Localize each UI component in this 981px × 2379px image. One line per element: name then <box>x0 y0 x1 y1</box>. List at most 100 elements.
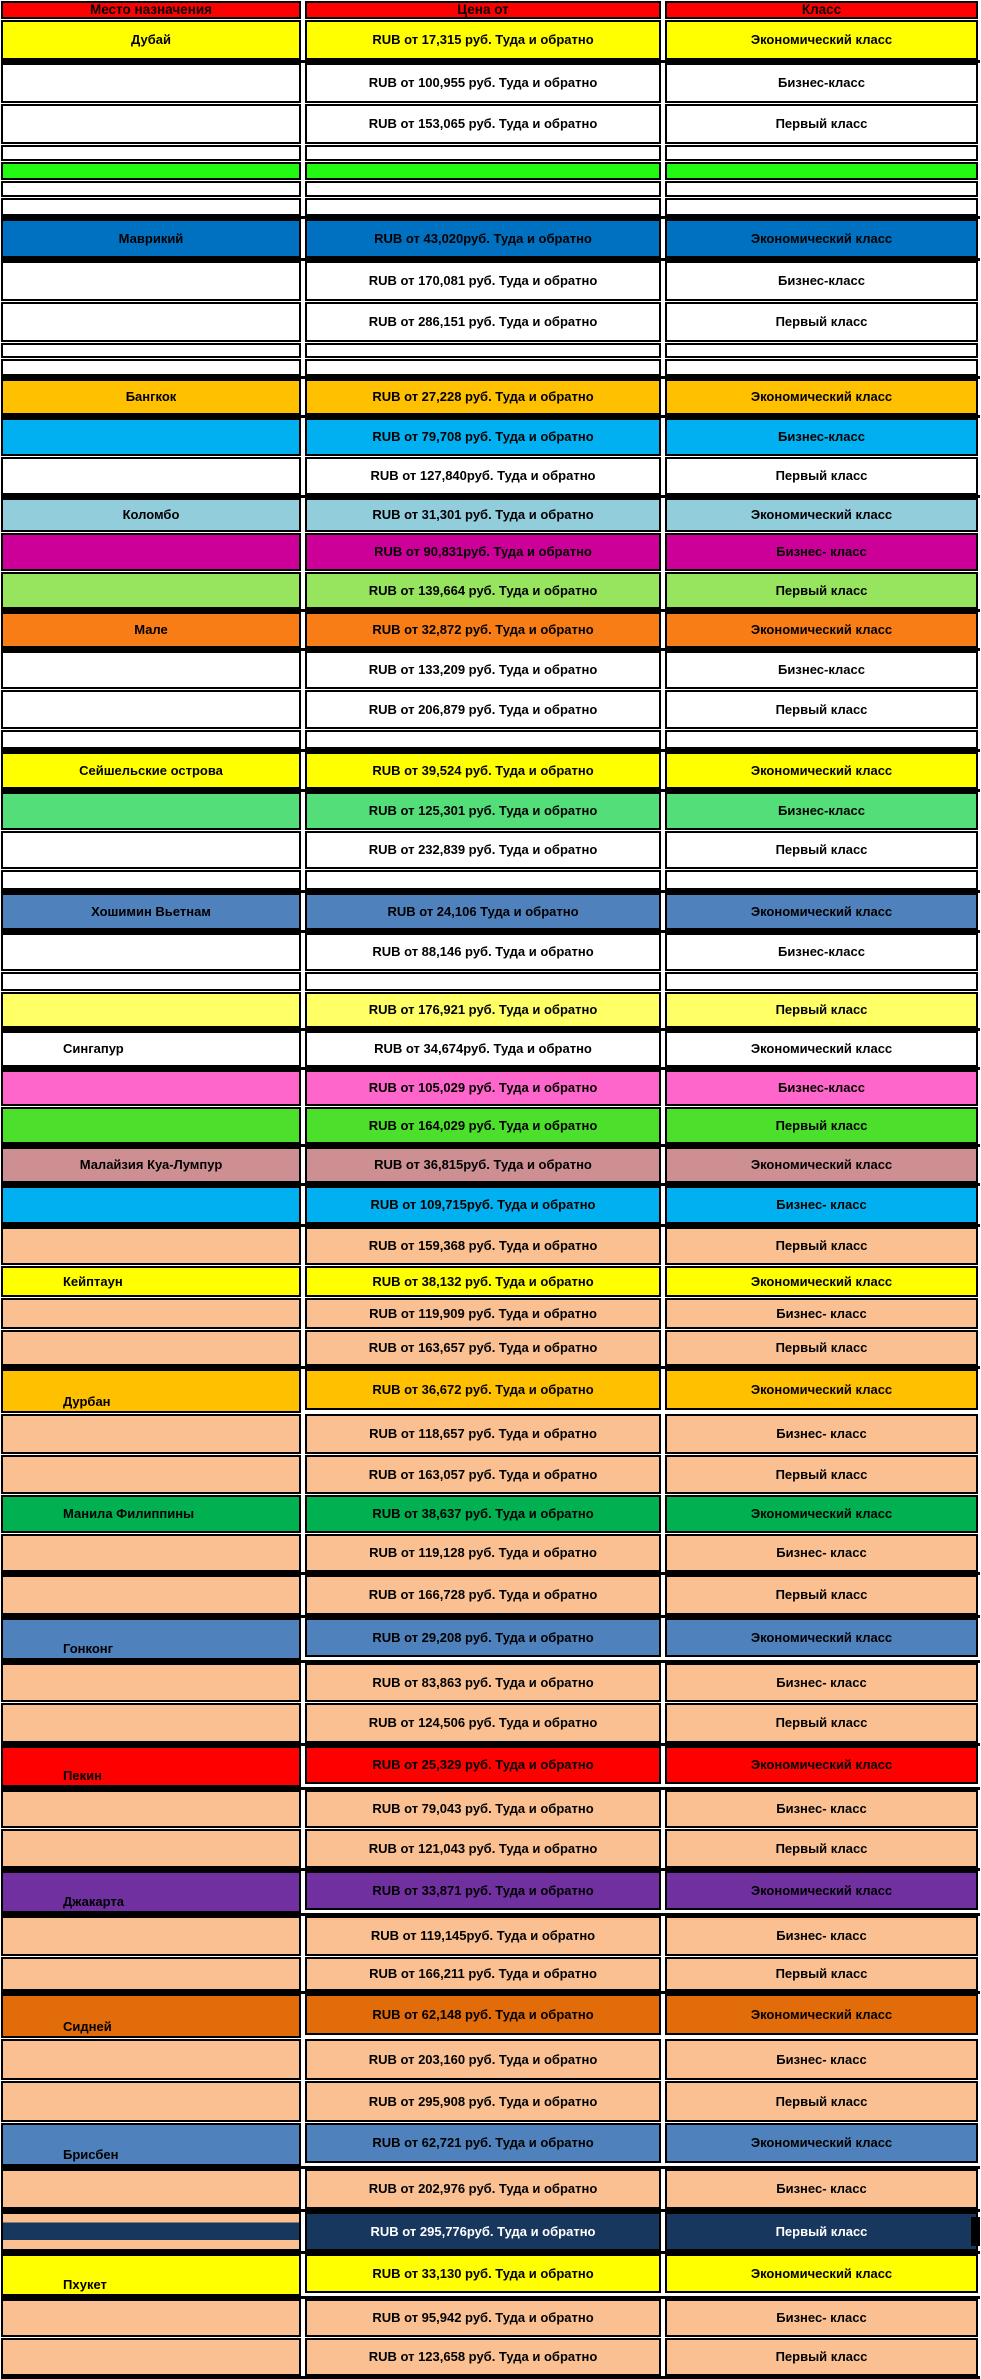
cell-price[interactable]: RUB от 118,657 руб. Туда и обратно <box>305 1414 661 1455</box>
cell-price[interactable] <box>305 730 661 750</box>
cell-price[interactable]: RUB от 139,664 руб. Туда и обратно <box>305 572 661 610</box>
cell-price[interactable]: RUB от 39,524 руб. Туда и обратно <box>305 752 661 790</box>
cell-price[interactable]: RUB от 24,106 Туда и обратно <box>305 893 661 931</box>
cell-destination[interactable] <box>1 2338 301 2377</box>
cell-class[interactable]: Бизнес-класс <box>665 651 978 690</box>
cell-class[interactable]: Первый класс <box>665 1575 978 1616</box>
cell-class[interactable]: Первый класс <box>665 104 978 145</box>
cell-price[interactable]: RUB от 206,879 руб. Туда и обратно <box>305 690 661 730</box>
cell-price[interactable]: RUB от 164,029 руб. Туда и обратно <box>305 1107 661 1145</box>
cell-price[interactable]: RUB от 119,128 руб. Туда и обратно <box>305 1534 661 1573</box>
cell-destination[interactable] <box>1 572 301 610</box>
cell-class[interactable]: Первый класс <box>665 302 978 343</box>
cell-price[interactable]: RUB от 31,301 руб. Туда и обратно <box>305 498 661 533</box>
cell-destination[interactable]: Брисбен <box>1 2123 301 2167</box>
cell-class[interactable] <box>665 972 978 992</box>
cell-price[interactable] <box>305 145 661 162</box>
cell-destination[interactable] <box>1 1790 301 1829</box>
cell-class[interactable]: Первый класс <box>665 1227 978 1266</box>
cell-destination[interactable]: Бангкок <box>1 379 301 416</box>
cell-price[interactable]: RUB от 124,506 руб. Туда и обратно <box>305 1703 661 1744</box>
cell-destination[interactable] <box>1 1070 301 1107</box>
cell-class[interactable] <box>665 870 978 891</box>
cell-price[interactable]: RUB от 119,145руб. Туда и обратно <box>305 1916 661 1957</box>
cell-destination[interactable]: Пекин <box>1 1746 301 1788</box>
cell-class[interactable]: Экономический класс <box>665 219 978 259</box>
cell-price[interactable]: RUB от 163,057 руб. Туда и обратно <box>305 1455 661 1495</box>
cell-price[interactable]: RUB от 38,637 руб. Туда и обратно <box>305 1495 661 1534</box>
cell-class[interactable]: Бизнес-класс <box>665 63 978 104</box>
cell-price[interactable]: RUB от 119,909 руб. Туда и обратно <box>305 1298 661 1330</box>
cell-destination[interactable]: Дубай <box>1 20 301 61</box>
cell-destination[interactable] <box>1 1829 301 1869</box>
cell-class[interactable]: Первый класс <box>665 572 978 610</box>
cell-destination[interactable] <box>1 1330 301 1367</box>
cell-class[interactable] <box>665 181 978 198</box>
cell-destination[interactable] <box>1 1916 301 1957</box>
cell-class[interactable]: Первый класс <box>665 1703 978 1744</box>
cell-price[interactable]: RUB от 202,976 руб. Туда и обратно <box>305 2169 661 2210</box>
cell-price[interactable] <box>305 198 661 217</box>
cell-destination[interactable] <box>1 302 301 343</box>
cell-class[interactable]: Бизнес- класс <box>665 1186 978 1225</box>
cell-price[interactable]: RUB от 295,908 руб. Туда и обратно <box>305 2081 661 2123</box>
cell-price[interactable]: RUB от 121,043 руб. Туда и обратно <box>305 1829 661 1869</box>
cell-class[interactable]: Бизнес- класс <box>665 1663 978 1703</box>
cell-class[interactable]: Бизнес-класс <box>665 933 978 972</box>
cell-price[interactable]: RUB от 90,831руб. Туда и обратно <box>305 533 661 572</box>
cell-destination[interactable] <box>1 418 301 457</box>
cell-destination[interactable] <box>1 1298 301 1330</box>
cell-price[interactable]: RUB от 159,368 руб. Туда и обратно <box>305 1227 661 1266</box>
cell-price[interactable]: RUB от 79,043 руб. Туда и обратно <box>305 1790 661 1829</box>
cell-class[interactable]: Бизнес-класс <box>665 1070 978 1107</box>
cell-class[interactable]: Бизнес- класс <box>665 2039 978 2081</box>
cell-class[interactable] <box>665 359 978 377</box>
cell-destination[interactable] <box>1 992 301 1029</box>
cell-destination[interactable]: Джакарта <box>1 1871 301 1914</box>
cell-class[interactable]: Первый класс <box>665 2081 978 2123</box>
cell-destination[interactable] <box>1 730 301 750</box>
cell-class[interactable]: Экономический класс <box>665 1369 978 1411</box>
cell-price[interactable]: RUB от 33,871 руб. Туда и обратно <box>305 1871 661 1911</box>
cell-price[interactable] <box>305 343 661 359</box>
cell-class[interactable]: Бизнес- класс <box>665 1414 978 1455</box>
cell-destination[interactable]: Хошимин Вьетнам <box>1 893 301 931</box>
cell-price[interactable]: RUB от 38,132 руб. Туда и обратно <box>305 1266 661 1298</box>
cell-destination[interactable] <box>1 2169 301 2210</box>
cell-destination[interactable]: Коломбо <box>1 498 301 533</box>
cell-destination[interactable] <box>1 457 301 496</box>
cell-destination[interactable] <box>1 1663 301 1703</box>
cell-destination[interactable]: Сингапур <box>1 1031 301 1068</box>
cell-class[interactable]: Экономический класс <box>665 1618 978 1658</box>
cell-price[interactable]: RUB от 36,672 руб. Туда и обратно <box>305 1369 661 1411</box>
cell-price[interactable]: RUB от 105,029 руб. Туда и обратно <box>305 1070 661 1107</box>
cell-destination[interactable] <box>1 2081 301 2123</box>
cell-class[interactable] <box>665 730 978 750</box>
cell-destination[interactable] <box>1 651 301 690</box>
cell-class[interactable]: Экономический класс <box>665 893 978 931</box>
cell-destination[interactable] <box>1 198 301 217</box>
header-cell-destination[interactable]: Место назначения <box>1 1 301 20</box>
cell-price[interactable]: RUB от 286,151 руб. Туда и обратно <box>305 302 661 343</box>
cell-destination[interactable] <box>1 972 301 992</box>
cell-price[interactable]: RUB от 109,715руб. Туда и обратно <box>305 1186 661 1225</box>
cell-class[interactable]: Первый класс <box>665 690 978 730</box>
cell-class[interactable]: Экономический класс <box>665 1031 978 1068</box>
cell-class[interactable]: Экономический класс <box>665 1495 978 1534</box>
cell-price[interactable]: RUB от 83,863 руб. Туда и обратно <box>305 1663 661 1703</box>
cell-destination[interactable] <box>1 1534 301 1573</box>
cell-price[interactable]: RUB от 62,148 руб. Туда и обратно <box>305 1994 661 2036</box>
cell-price[interactable]: RUB от 232,839 руб. Туда и обратно <box>305 831 661 870</box>
cell-class[interactable]: Бизнес-класс <box>665 792 978 831</box>
cell-price[interactable]: RUB от 27,228 руб. Туда и обратно <box>305 379 661 416</box>
cell-destination[interactable]: Кейптаун <box>1 1266 301 1298</box>
cell-destination[interactable] <box>1 1414 301 1455</box>
cell-destination[interactable] <box>1 533 301 572</box>
cell-price[interactable]: RUB от 33,130 руб. Туда и обратно <box>305 2254 661 2294</box>
cell-destination[interactable] <box>1 261 301 302</box>
cell-destination[interactable]: Пхукет <box>1 2254 301 2297</box>
cell-destination[interactable]: Дурбан <box>1 1369 301 1414</box>
cell-price[interactable]: RUB от 295,776руб. Туда и обратно <box>305 2212 661 2252</box>
header-cell-class[interactable]: Класс <box>665 1 978 20</box>
cell-destination[interactable] <box>1 104 301 145</box>
